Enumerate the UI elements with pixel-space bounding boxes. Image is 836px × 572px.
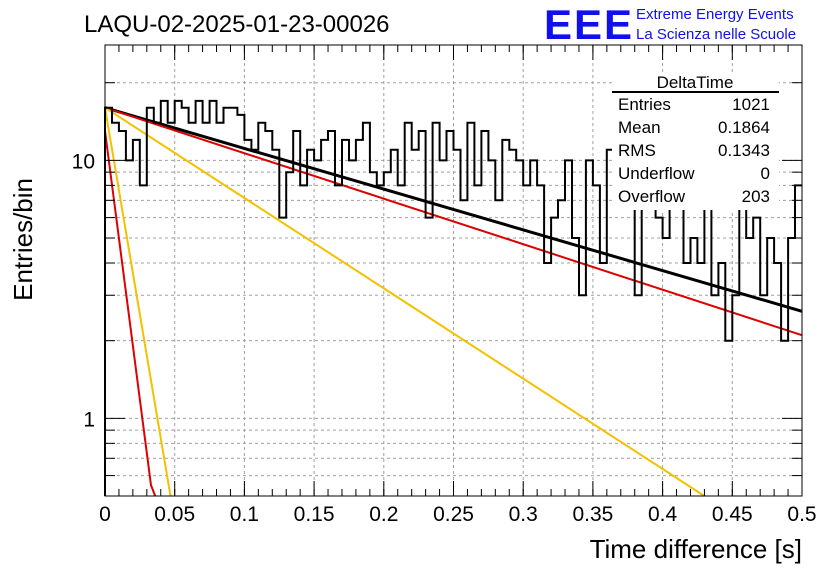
x-tick-label: 0.1 <box>230 503 259 526</box>
x-tick-labels: 0 0.05 0.1 0.15 0.2 0.25 0.3 0.35 0.4 0.45 0.5 <box>99 503 816 526</box>
fit-curves <box>104 106 803 497</box>
x-tick-label: 0.2 <box>369 503 398 526</box>
logo-eee: EEE <box>544 1 634 48</box>
x-tick-label: 0.4 <box>648 503 678 526</box>
x-tick-label: 0.45 <box>712 503 753 526</box>
x-tick-label: 0 <box>99 503 111 526</box>
grid <box>105 45 802 496</box>
histogram-line <box>104 99 802 496</box>
y-tick-labels: 1 10 <box>72 150 95 431</box>
x-tick-label: 0.5 <box>787 503 816 526</box>
y-tick-label: 10 <box>72 150 95 173</box>
run-title: LAQU-02-2025-01-23-00026 <box>84 11 390 38</box>
x-tick-label: 0.25 <box>433 503 474 526</box>
logo-line2: La Scienza nelle Scuole <box>636 26 796 43</box>
stats-label-rms: RMS <box>618 141 656 160</box>
stats-value-mean: 0.1864 <box>718 118 770 137</box>
y-tick-label: 1 <box>83 408 95 431</box>
stats-rows: Entries 1021 Mean 0.1864 RMS 0.1343 Underflow 0… <box>618 95 770 206</box>
stats-value-entries: 1021 <box>732 95 770 114</box>
x-tick-label: 0.05 <box>154 503 195 526</box>
stats-value-underflow: 0 <box>761 164 770 183</box>
stats-box: DeltaTime Entries 1021 Mean 0.1864 RMS 0.1343… <box>612 72 779 210</box>
fit-curve-slow-red <box>104 106 803 337</box>
y-axis-label: Entries/bin <box>8 178 38 301</box>
logo-line1: Extreme Energy Events <box>636 6 794 23</box>
x-tick-label: 0.15 <box>294 503 335 526</box>
stats-value-overflow: 203 <box>742 187 770 206</box>
x-tick-label: 0.35 <box>572 503 613 526</box>
fit-curve-fast-yellow <box>104 107 172 497</box>
stats-label-underflow: Underflow <box>618 164 695 183</box>
x-tick-label: 0.3 <box>509 503 538 526</box>
axis-ticks <box>104 45 803 496</box>
stats-value-rms: 0.1343 <box>718 141 770 160</box>
stats-label-overflow: Overflow <box>618 187 686 206</box>
fit-curve-total-fit <box>104 106 803 313</box>
stats-label-entries: Entries <box>618 95 671 114</box>
fit-curve-fast-red <box>104 130 157 497</box>
stats-title: DeltaTime <box>657 73 734 92</box>
fit-curve-slow-yellow <box>104 106 705 497</box>
stats-label-mean: Mean <box>618 118 661 137</box>
x-axis-label: Time difference [s] <box>590 534 802 564</box>
